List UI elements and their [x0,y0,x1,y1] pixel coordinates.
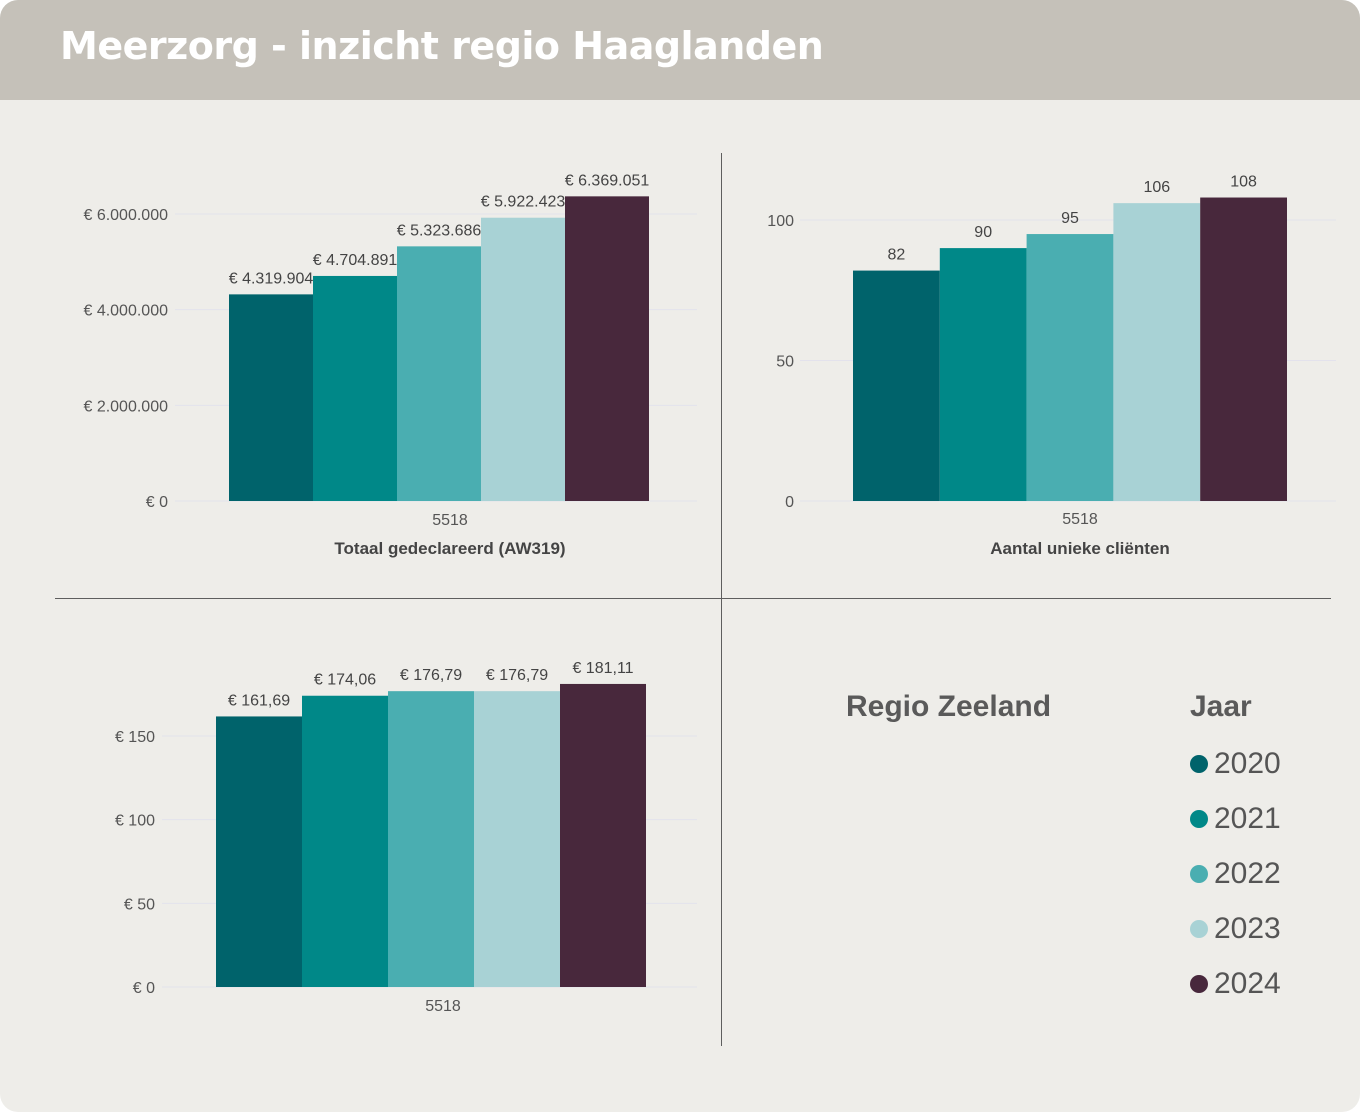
page-title: Meerzorg - inzicht regio Haaglanden [60,24,824,68]
y-tick-label: € 0 [146,494,168,511]
legend-item-2023[interactable]: 2023 [1190,901,1281,956]
legend-label: 2022 [1214,856,1281,890]
legend-item-2020[interactable]: 2020 [1190,736,1281,791]
chart-totaal-gedeclareerd: € 0 € 2.000.000 € 4.000.000 € 6.000.000 € 4.… [83,172,697,558]
legend-dot-icon [1190,974,1208,993]
legend-dot-icon [1190,754,1208,773]
data-label: € 176,79 [400,667,462,684]
legend-title: Jaar [1190,690,1252,723]
data-label: € 5.922.423 [481,194,566,211]
legend-item-2024[interactable]: 2024 [1190,956,1281,1011]
y-tick-label: € 100 [115,813,155,830]
bar-2022[interactable] [1026,234,1114,502]
bar-2022[interactable] [388,691,474,987]
y-tick-label: 0 [785,494,794,511]
legend-dot-icon [1190,809,1208,828]
data-label: € 5.323.686 [397,222,482,239]
x-category-label: 5518 [1062,511,1098,528]
legend: Jaar 2020 2021 2022 2023 2024 [1190,690,1281,1011]
x-axis-title: Totaal gedeclareerd (AW319) [334,539,565,558]
bar-2021[interactable] [302,695,388,987]
y-tick-label: € 4.000.000 [83,303,168,320]
data-label: € 4.319.904 [229,270,314,287]
y-tick-label: 50 [776,354,794,371]
legend-dot-icon [1190,919,1208,938]
chart-kosten-per-client: € 0 € 50 € 100 € 150 € 161,69 € 174,06 € 176,7… [115,660,697,1015]
y-tick-label: € 0 [133,980,155,997]
vertical-divider [721,153,722,1046]
bar-2022[interactable] [397,246,481,501]
bar-2023[interactable] [474,691,560,987]
region-label: Regio Zeeland [846,690,1052,723]
bar-2020[interactable] [853,270,940,501]
legend-label: 2024 [1214,966,1281,1000]
legend-label: 2023 [1214,911,1281,945]
x-axis-title: Aantal unieke cliënten [990,539,1170,558]
legend-label: 2020 [1214,746,1281,780]
data-label: 108 [1230,174,1257,191]
header-bar: Meerzorg - inzicht regio Haaglanden [0,0,1360,100]
data-label: € 6.369.051 [565,172,650,189]
bar-2024[interactable] [565,196,649,502]
legend-item-2022[interactable]: 2022 [1190,846,1281,901]
x-category-label: 5518 [432,512,468,529]
chart-unieke-clienten: 0 50 100 82 90 95 106 108 5518 Aantal unieke clië… [767,174,1336,558]
data-label: € 4.704.891 [313,252,398,269]
data-label: 82 [888,247,906,264]
legend-dot-icon [1190,864,1208,883]
y-tick-label: € 150 [115,729,155,746]
y-tick-label: € 6.000.000 [83,207,168,224]
bar-2021[interactable] [939,248,1027,501]
bar-2020[interactable] [229,294,313,501]
y-tick-label: € 2.000.000 [83,398,168,415]
data-label: € 176,79 [486,667,548,684]
x-category-label: 5518 [425,998,461,1015]
legend-label: 2021 [1214,801,1281,835]
y-tick-label: € 50 [124,896,155,913]
data-label: € 161,69 [228,692,290,709]
data-label: 95 [1061,210,1079,227]
legend-item-2021[interactable]: 2021 [1190,791,1281,846]
bar-2024[interactable] [560,683,646,987]
bar-2023[interactable] [1113,203,1201,501]
y-tick-label: 100 [767,213,794,230]
horizontal-divider [55,598,1331,599]
data-label: € 174,06 [314,672,376,689]
data-label: 90 [974,224,992,241]
bar-2020[interactable] [216,716,302,987]
bar-2021[interactable] [313,275,397,501]
bar-2024[interactable] [1200,197,1287,501]
data-label: € 181,11 [572,660,633,677]
data-label: 106 [1143,179,1170,196]
bar-2023[interactable] [481,217,565,502]
